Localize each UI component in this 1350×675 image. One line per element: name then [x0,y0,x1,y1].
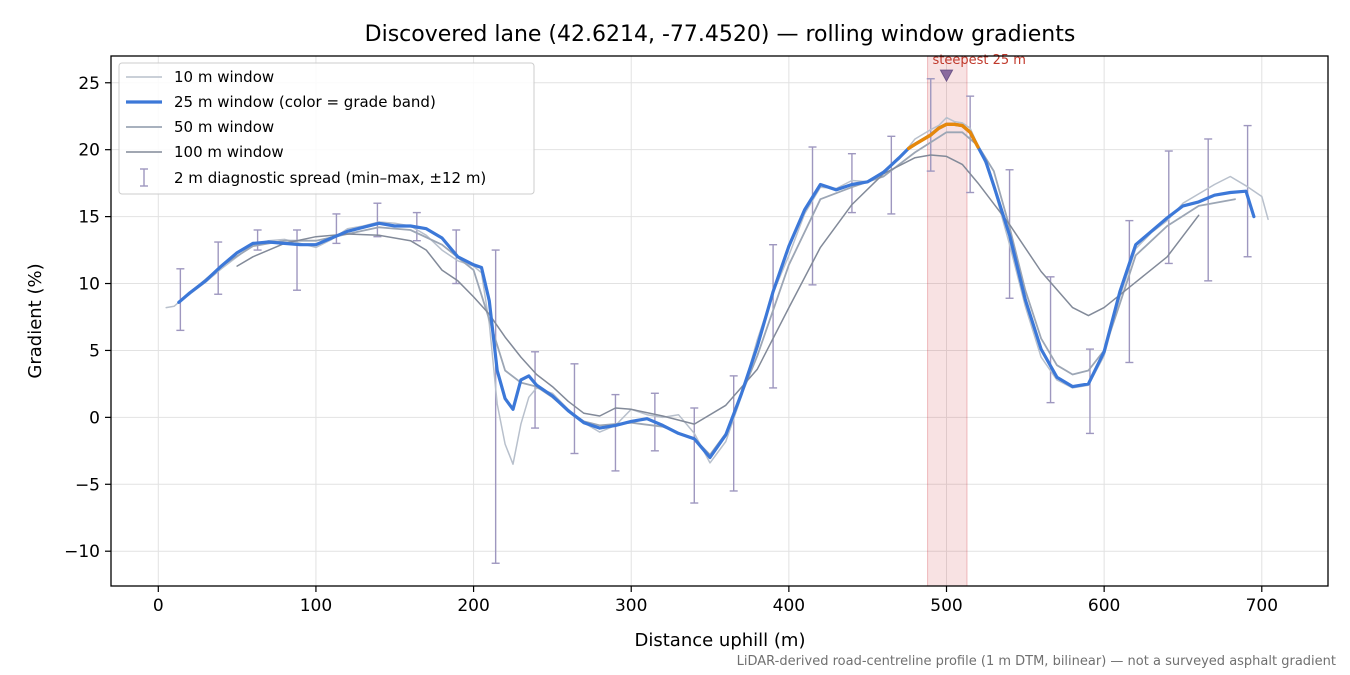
y-tick-label: 5 [89,341,100,361]
x-tick-label: 500 [930,596,962,616]
error-bar [1085,348,1094,435]
y-tick-label: −5 [75,475,100,495]
series-100m-window [236,154,1200,425]
x-axis-label: Distance uphill (m) [635,630,806,651]
error-bar [253,229,262,251]
x-tick-label: 700 [1246,596,1278,616]
error-bar [729,375,738,492]
steepest-marker: steepest 25 m [933,53,1026,83]
error-bar [1125,219,1134,364]
chart-title: Discovered lane (42.6214, -77.4520) — ro… [365,22,1076,47]
error-bar [769,244,778,389]
error-bar [966,95,975,194]
x-tick-label: 400 [773,596,805,616]
error-bar [491,249,500,564]
error-bar [570,363,579,455]
error-bar [293,229,302,291]
x-tick-label: 100 [300,596,332,616]
x-axis-ticks: 0 100 200 300 400 500 600 700 [153,586,1278,616]
legend-label-50m: 50 m window [174,118,274,136]
error-bar [332,213,341,245]
error-bar [887,135,896,215]
steepest-marker-triangle [939,69,954,83]
x-tick-label: 200 [457,596,489,616]
error-bar [1204,138,1213,282]
steepest-window-band [927,55,968,587]
y-axis-ticks: −10 −5 0 5 10 15 20 25 [64,74,111,562]
steepest-window-highlight [927,55,968,587]
y-tick-label: 15 [78,208,100,228]
x-tick-label: 600 [1088,596,1120,616]
y-tick-label: 0 [89,408,100,428]
plot-frame [110,55,1329,587]
legend-label-100m: 100 m window [174,143,284,161]
error-bar [1046,276,1055,404]
series-lines [165,116,1269,465]
grid [111,56,1328,586]
error-bar [373,202,382,238]
series-25m-steep-band [907,122,980,150]
x-tick-label: 0 [153,596,164,616]
legend-label-10m: 10 m window [174,68,274,86]
steepest-label: steepest 25 m [933,53,1026,68]
legend-swatch-errorbar [140,168,148,187]
legend: 10 m window 25 m window (color = grade b… [118,62,535,195]
y-tick-label: −10 [64,542,100,562]
footnote: LiDAR-derived road-centreline profile (1… [737,654,1336,669]
diagnostic-error-bars [176,78,1252,564]
series-25m-window [177,122,1256,460]
error-bar [1164,150,1173,265]
y-tick-label: 20 [78,141,100,161]
error-bar [611,393,620,472]
legend-box [118,62,535,195]
y-axis-label: Gradient (%) [25,263,46,378]
legend-label-errorbar: 2 m diagnostic spread (min–max, ±12 m) [174,169,486,187]
y-tick-label: 25 [78,74,100,94]
x-tick-label: 300 [615,596,647,616]
y-tick-label: 10 [78,275,100,295]
legend-label-25m: 25 m window (color = grade band) [174,93,436,111]
